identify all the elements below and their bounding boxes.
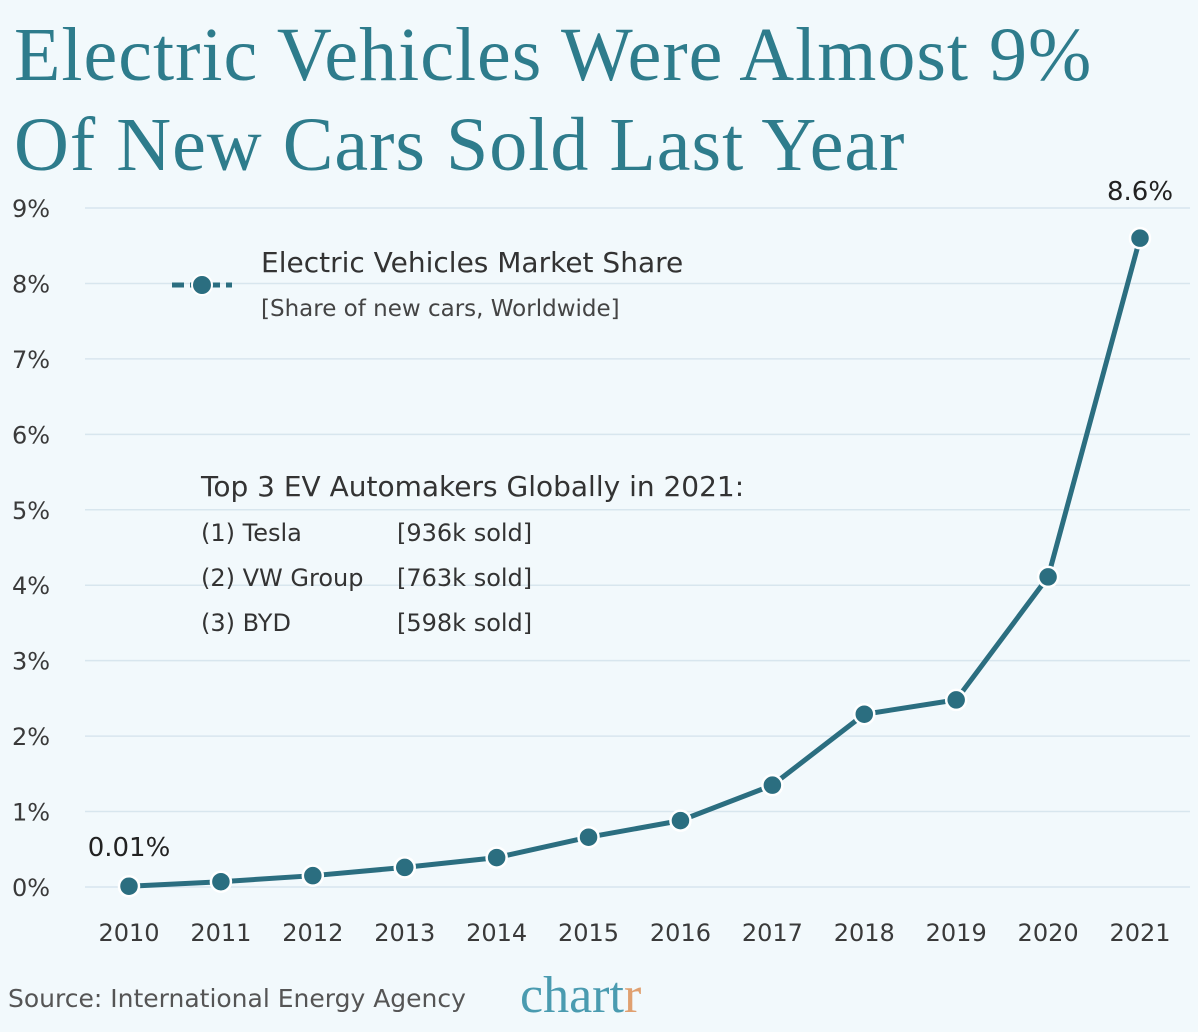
data-point bbox=[1128, 226, 1152, 250]
y-tick-label: 7% bbox=[12, 346, 50, 374]
brand-logo-main: chart bbox=[520, 967, 624, 1024]
data-point bbox=[669, 809, 692, 832]
automaker-sold: [936k sold] bbox=[397, 519, 533, 547]
brand-logo: chartr bbox=[520, 966, 641, 1025]
top-automakers-box: Top 3 EV Automakers Globally in 2021: (1… bbox=[201, 470, 744, 646]
automaker-row: (2) VW Group [763k sold] bbox=[201, 556, 744, 601]
data-point bbox=[117, 874, 141, 898]
data-label-first: 0.01% bbox=[88, 833, 171, 863]
y-tick-label: 9% bbox=[12, 195, 50, 223]
data-point bbox=[944, 688, 968, 712]
data-point bbox=[1036, 565, 1060, 589]
brand-logo-accent: r bbox=[623, 967, 642, 1024]
data-point bbox=[393, 856, 416, 879]
automaker-row: (1) Tesla [936k sold] bbox=[201, 511, 744, 556]
legend-marker-icon bbox=[172, 274, 232, 296]
source-note: Source: International Energy Agency bbox=[8, 984, 466, 1013]
y-tick-label: 4% bbox=[12, 572, 50, 600]
data-point bbox=[209, 870, 233, 893]
x-tick-label: 2021 bbox=[1109, 919, 1170, 947]
y-tick-label: 3% bbox=[12, 648, 50, 676]
x-tick-label: 2019 bbox=[926, 919, 987, 947]
series-line bbox=[128, 237, 1143, 889]
x-tick-label: 2017 bbox=[742, 919, 803, 947]
x-tick-label: 2018 bbox=[834, 919, 895, 947]
y-tick-label: 0% bbox=[12, 874, 50, 902]
x-tick-label: 2010 bbox=[98, 919, 159, 947]
data-point bbox=[577, 825, 600, 849]
automaker-name: (2) VW Group bbox=[201, 564, 364, 592]
data-point bbox=[853, 702, 876, 726]
x-tick-label: 2016 bbox=[650, 919, 711, 947]
data-label-last: 8.6% bbox=[1107, 177, 1173, 207]
x-tick-label: 2011 bbox=[190, 919, 251, 947]
automaker-name: (1) Tesla bbox=[201, 519, 302, 547]
x-tick-label: 2015 bbox=[558, 919, 619, 947]
automaker-sold: [598k sold] bbox=[397, 609, 533, 637]
automaker-sold: [763k sold] bbox=[397, 564, 533, 592]
chart-title: Electric Vehicles Were Almost 9% Of New … bbox=[14, 13, 1093, 187]
y-tick-label: 1% bbox=[12, 799, 50, 827]
y-tick-label: 8% bbox=[12, 270, 50, 298]
x-tick-label: 2014 bbox=[466, 919, 527, 947]
top-automakers-heading: Top 3 EV Automakers Globally in 2021: bbox=[201, 470, 745, 503]
x-tick-label: 2020 bbox=[1018, 919, 1079, 947]
data-point bbox=[485, 846, 508, 869]
data-point bbox=[301, 864, 325, 887]
legend-subtitle: [Share of new cars, Worldwide] bbox=[261, 296, 620, 322]
x-tick-label: 2012 bbox=[282, 919, 343, 947]
automaker-row: (3) BYD [598k sold] bbox=[201, 601, 744, 646]
data-point bbox=[761, 773, 784, 797]
y-tick-label: 6% bbox=[12, 421, 50, 449]
legend-series-name: Electric Vehicles Market Share bbox=[261, 246, 684, 279]
automaker-name: (3) BYD bbox=[201, 609, 291, 637]
x-tick-label: 2013 bbox=[374, 919, 435, 947]
y-tick-label: 2% bbox=[12, 723, 50, 751]
y-tick-label: 5% bbox=[12, 497, 50, 525]
